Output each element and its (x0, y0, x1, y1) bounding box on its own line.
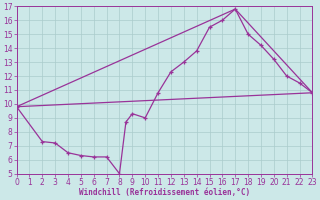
X-axis label: Windchill (Refroidissement éolien,°C): Windchill (Refroidissement éolien,°C) (79, 188, 250, 197)
